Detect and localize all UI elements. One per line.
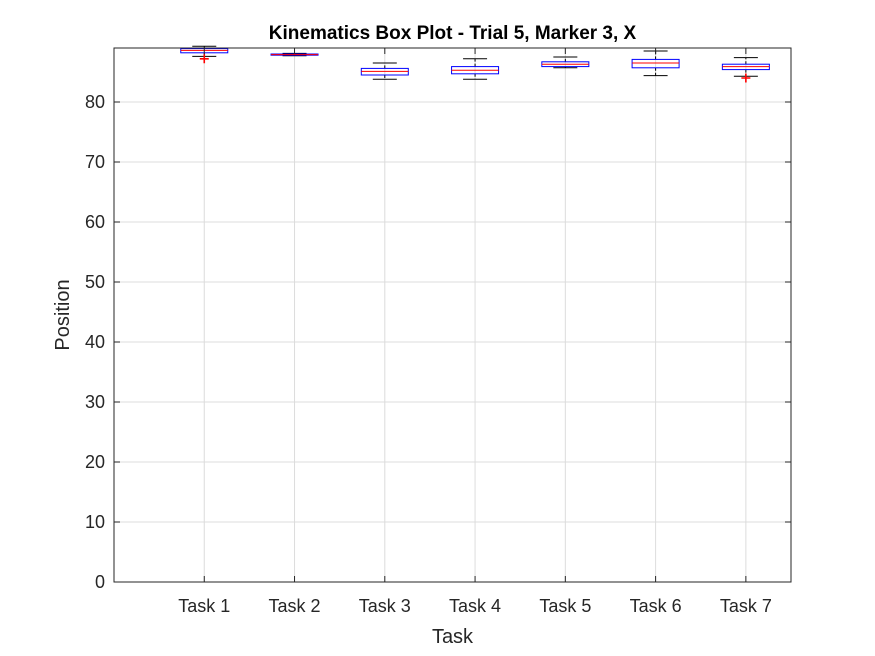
- data-layer: [180, 45, 770, 83]
- y-tick-label: 60: [85, 212, 105, 232]
- y-tick-label: 70: [85, 152, 105, 172]
- y-tick-label: 50: [85, 272, 105, 292]
- x-tick-label: Task 3: [359, 596, 411, 616]
- chart-title: Kinematics Box Plot - Trial 5, Marker 3,…: [269, 23, 637, 44]
- x-tick-label: Task 6: [630, 596, 682, 616]
- x-tick-label: Task 4: [449, 596, 501, 616]
- y-tick-label: 80: [85, 92, 105, 112]
- outlier-marker: [199, 54, 209, 64]
- y-tick-label: 0: [95, 572, 105, 592]
- x-tick-label: Task 1: [178, 596, 230, 616]
- y-tick-label: 10: [85, 512, 105, 532]
- x-tick-label: Task 5: [539, 596, 591, 616]
- box-2: [270, 52, 319, 57]
- iqr-box: [631, 58, 680, 69]
- plot-frame: [113, 47, 792, 583]
- box-6: [631, 50, 680, 77]
- axis-layer: 0 10 20 30 40 50 60 70 80 Task 1 Task 2 Task 3 Task …: [85, 48, 791, 616]
- y-tick-label: 40: [85, 332, 105, 352]
- y-tick-label: 30: [85, 392, 105, 412]
- grid-layer: [114, 48, 791, 582]
- box-4: [451, 58, 500, 80]
- outlier-marker: [741, 73, 751, 83]
- box-7: [721, 57, 770, 83]
- box-5: [541, 56, 590, 69]
- x-tick-label: Task 2: [269, 596, 321, 616]
- y-axis-label: Position: [52, 279, 74, 350]
- box-3: [360, 62, 409, 80]
- y-tick-label: 20: [85, 452, 105, 472]
- x-axis-label: Task: [432, 626, 474, 648]
- x-tick-label: Task 7: [720, 596, 772, 616]
